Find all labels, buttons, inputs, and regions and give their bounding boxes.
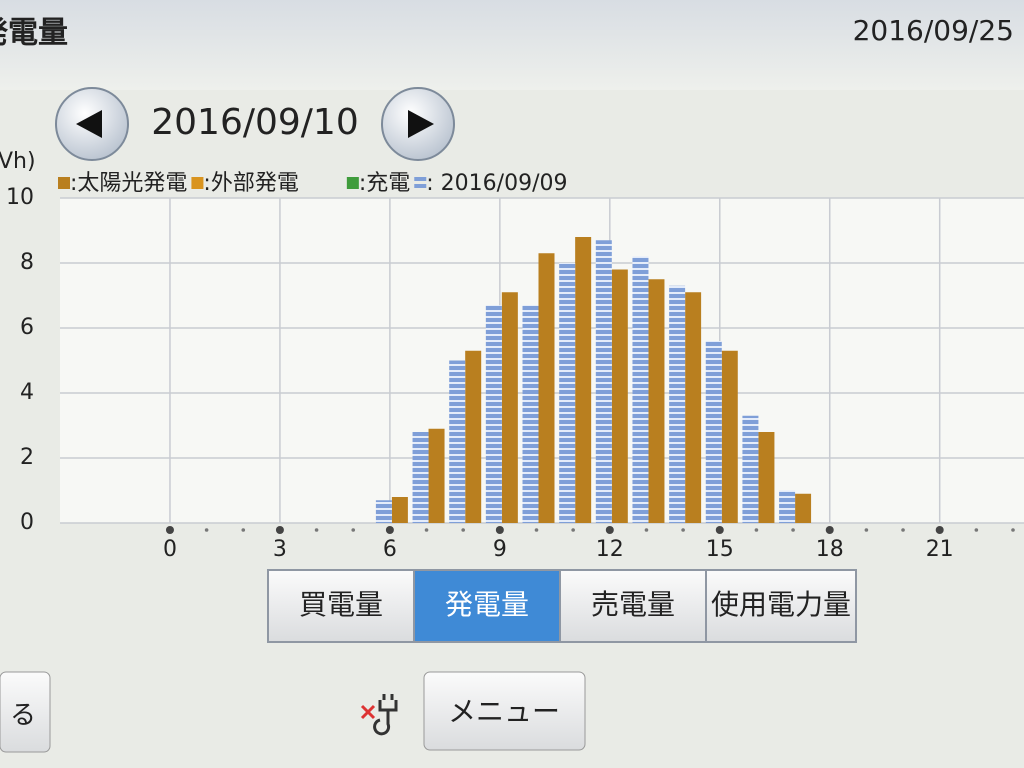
x-tick-mark: [605, 526, 614, 534]
bar: [428, 428, 445, 523]
current-date: 2016/09/25: [853, 14, 1014, 47]
bar: [795, 493, 812, 523]
y-tick-label: 8: [20, 250, 34, 275]
hour-dot: [351, 528, 356, 532]
bar: [465, 350, 482, 523]
bar: [522, 305, 539, 523]
bar: [449, 360, 466, 523]
back-label[interactable]: る: [10, 701, 36, 731]
y-tick-label: 2: [20, 445, 34, 470]
legend-swatch: [414, 184, 427, 188]
nav-date: 2016/09/10: [151, 102, 359, 143]
menu-button[interactable]: [423, 671, 586, 751]
bar: [632, 256, 649, 523]
y-axis-label: Vh): [0, 149, 36, 174]
legend-label: :外部発電: [203, 171, 298, 196]
x-tick-label: 21: [926, 537, 954, 562]
plug-x: [360, 704, 376, 720]
legend-swatch: [58, 177, 70, 189]
bar: [611, 269, 628, 523]
bar: [669, 285, 686, 523]
x-tick-label: 3: [273, 537, 287, 562]
prev-button[interactable]: [55, 87, 129, 161]
hour-dot: [974, 528, 979, 532]
hour-dot: [204, 528, 209, 532]
bar: [742, 415, 759, 523]
back-button[interactable]: [0, 671, 51, 753]
bar: [391, 497, 408, 523]
bar: [595, 240, 612, 523]
bar: [501, 292, 518, 523]
hour-dot: [901, 528, 905, 532]
x-tick-label: 12: [596, 537, 624, 562]
prev-arrow[interactable]: [76, 110, 102, 138]
bar: [485, 305, 502, 523]
tab[interactable]: [705, 569, 857, 643]
hour-dot: [314, 528, 319, 532]
hour-dot: [681, 528, 685, 532]
bar: [685, 292, 702, 523]
legend-swatch: [346, 177, 359, 189]
plug: [373, 694, 398, 736]
x-tick-mark: [935, 526, 944, 534]
bar: [412, 432, 429, 523]
next-button[interactable]: [381, 87, 455, 161]
plug-icon: [360, 694, 398, 736]
x-tick-label: 9: [493, 537, 507, 562]
hour-dot: [461, 528, 465, 532]
legend-label: : 2016/09/09: [426, 171, 567, 196]
y-tick-label: 10: [6, 185, 34, 210]
hour-dot: [571, 528, 575, 532]
tab-bar: 買電量 発電量 売電量 使用電力量: [267, 569, 857, 643]
y-tick-label: 0: [20, 510, 34, 535]
hour-dot: [791, 528, 795, 532]
bar: [758, 432, 775, 523]
hour-dot: [241, 528, 246, 532]
x-tick-label: 0: [163, 537, 177, 562]
tab-label[interactable]: 買電量: [299, 588, 383, 621]
screen-title: 発電量: [0, 16, 68, 51]
bar: [721, 350, 738, 523]
y-tick-label: 4: [20, 380, 34, 405]
legend-swatch: [191, 177, 204, 189]
x-tick-mark: [275, 526, 284, 534]
x-tick-mark: [165, 526, 174, 534]
x-tick-label: 6: [383, 537, 397, 562]
y-tick-label: 6: [20, 315, 34, 340]
x-tick-mark: [825, 526, 834, 534]
header-bar: [0, 0, 1024, 90]
x-tick-mark: [495, 526, 504, 534]
hour-dot: [424, 528, 429, 532]
legend-label: :充電: [359, 171, 410, 196]
hour-dot: [754, 528, 759, 532]
bar: [705, 341, 722, 523]
bar: [375, 500, 392, 523]
hour-dot: [644, 528, 649, 532]
x-tick-mark: [715, 526, 724, 534]
x-tick-mark: [385, 526, 394, 534]
tab-label[interactable]: 売電量: [591, 588, 675, 621]
menu-label[interactable]: メニュー: [448, 695, 560, 728]
next-arrow[interactable]: [408, 110, 434, 138]
bar: [559, 263, 576, 523]
bar: [648, 279, 665, 523]
legend-swatch: [414, 177, 427, 181]
hour-dot: [534, 528, 539, 532]
hour-dot: [864, 528, 869, 532]
hour-dot: [1011, 528, 1015, 532]
x-tick-label: 15: [706, 537, 734, 562]
bar: [779, 490, 796, 523]
bar: [575, 237, 592, 523]
tab[interactable]: [267, 569, 415, 643]
tab-label[interactable]: 使用電力量: [711, 588, 851, 621]
tab-label[interactable]: 発電量: [445, 588, 529, 621]
tab[interactable]: [559, 569, 707, 643]
legend-label: :太陽光発電: [70, 171, 187, 196]
x-tick-label: 18: [816, 537, 844, 562]
bar: [538, 253, 555, 523]
